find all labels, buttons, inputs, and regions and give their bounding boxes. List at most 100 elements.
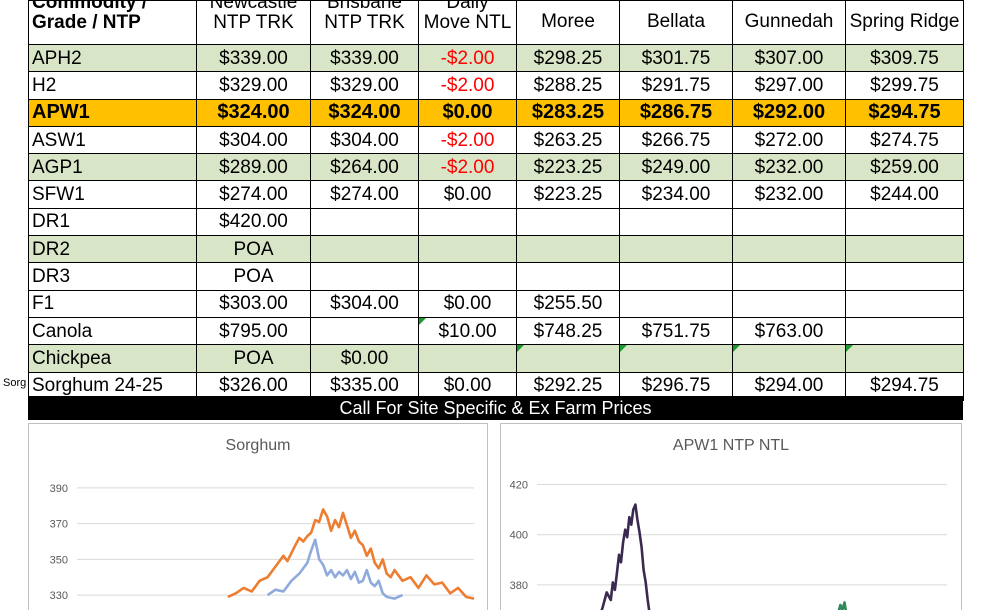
cell-grade[interactable]: F1: [28, 289, 197, 318]
cell-gunnedah[interactable]: [732, 289, 846, 318]
cell-moree[interactable]: [516, 235, 620, 264]
cell-gunnedah[interactable]: $763.00: [732, 316, 846, 346]
cell-newcastle[interactable]: POA: [196, 262, 311, 291]
cell-brisbane[interactable]: [310, 207, 419, 237]
cell-newcastle[interactable]: POA: [196, 235, 311, 264]
cell-newcastle[interactable]: $329.00: [196, 71, 311, 100]
cell-bellata[interactable]: [619, 207, 733, 237]
cell-spring[interactable]: $259.00: [845, 153, 964, 182]
header-spring-ridge[interactable]: Spring Ridge: [845, 0, 964, 45]
cell-newcastle[interactable]: $274.00: [196, 180, 311, 209]
apw1-chart[interactable]: APW1 NTP NTL 420 400 380: [500, 423, 962, 610]
cell-grade[interactable]: H2: [28, 71, 197, 100]
cell-brisbane[interactable]: $324.00: [310, 98, 419, 127]
cell-newcastle[interactable]: $324.00: [196, 98, 311, 127]
cell-brisbane[interactable]: $339.00: [310, 43, 419, 73]
cell-brisbane[interactable]: [310, 235, 419, 264]
cell-gunnedah[interactable]: $307.00: [732, 43, 846, 73]
cell-bellata[interactable]: $249.00: [619, 153, 733, 182]
cell-move[interactable]: [418, 262, 517, 291]
header-moree[interactable]: Moree: [516, 0, 620, 45]
cell-moree[interactable]: $223.25: [516, 153, 620, 182]
cell-newcastle[interactable]: $304.00: [196, 125, 311, 155]
cell-brisbane[interactable]: $274.00: [310, 180, 419, 209]
cell-moree[interactable]: [516, 207, 620, 237]
cell-newcastle[interactable]: $303.00: [196, 289, 311, 318]
cell-gunnedah[interactable]: $294.00: [732, 371, 846, 401]
cell-newcastle[interactable]: $795.00: [196, 316, 311, 346]
cell-moree[interactable]: [516, 262, 620, 291]
cell-grade[interactable]: ASW1: [28, 125, 197, 155]
cell-bellata[interactable]: [619, 235, 733, 264]
cell-newcastle[interactable]: $420.00: [196, 207, 311, 237]
cell-moree[interactable]: $298.25: [516, 43, 620, 73]
cell-move[interactable]: -$2.00: [418, 125, 517, 155]
cell-move[interactable]: [418, 207, 517, 237]
cell-move[interactable]: [418, 235, 517, 264]
cell-spring[interactable]: $244.00: [845, 180, 964, 209]
cell-spring[interactable]: $274.75: [845, 125, 964, 155]
cell-brisbane[interactable]: $0.00: [310, 344, 419, 373]
header-brisbane[interactable]: Brisbane NTP TRK: [310, 0, 419, 45]
cell-move[interactable]: -$2.00: [418, 43, 517, 73]
cell-gunnedah[interactable]: $272.00: [732, 125, 846, 155]
cell-moree[interactable]: $223.25: [516, 180, 620, 209]
cell-bellata[interactable]: $286.75: [619, 98, 733, 127]
cell-spring[interactable]: [845, 316, 964, 346]
cell-moree[interactable]: $283.25: [516, 98, 620, 127]
cell-gunnedah[interactable]: $232.00: [732, 180, 846, 209]
cell-move[interactable]: $0.00: [418, 180, 517, 209]
cell-brisbane[interactable]: [310, 262, 419, 291]
cell-moree[interactable]: [516, 344, 620, 373]
cell-moree[interactable]: $263.25: [516, 125, 620, 155]
cell-bellata[interactable]: [619, 262, 733, 291]
cell-gunnedah[interactable]: [732, 207, 846, 237]
cell-bellata[interactable]: [619, 344, 733, 373]
header-newcastle[interactable]: Newcastle NTP TRK: [196, 0, 311, 45]
cell-move[interactable]: -$2.00: [418, 153, 517, 182]
cell-grade[interactable]: DR1: [28, 207, 197, 237]
cell-grade[interactable]: APH2: [28, 43, 197, 73]
cell-moree[interactable]: $748.25: [516, 316, 620, 346]
cell-move[interactable]: [418, 344, 517, 373]
cell-move[interactable]: $0.00: [418, 289, 517, 318]
cell-spring[interactable]: $309.75: [845, 43, 964, 73]
cell-brisbane[interactable]: $264.00: [310, 153, 419, 182]
cell-gunnedah[interactable]: [732, 262, 846, 291]
cell-moree[interactable]: $255.50: [516, 289, 620, 318]
cell-bellata[interactable]: [619, 289, 733, 318]
cell-gunnedah[interactable]: $232.00: [732, 153, 846, 182]
cell-grade[interactable]: APW1: [28, 98, 197, 127]
cell-grade[interactable]: Canola: [28, 316, 197, 346]
cell-brisbane[interactable]: $304.00: [310, 289, 419, 318]
cell-spring[interactable]: [845, 235, 964, 264]
sorghum-chart[interactable]: Sorghum 390 370 350 330: [28, 423, 488, 610]
cell-bellata[interactable]: $234.00: [619, 180, 733, 209]
cell-spring[interactable]: $294.75: [845, 98, 964, 127]
cell-bellata[interactable]: $301.75: [619, 43, 733, 73]
cell-brisbane[interactable]: $329.00: [310, 71, 419, 100]
header-gunnedah[interactable]: Gunnedah: [732, 0, 846, 45]
cell-move[interactable]: $10.00: [418, 316, 517, 346]
cell-gunnedah[interactable]: [732, 344, 846, 373]
cell-grade[interactable]: Chickpea: [28, 344, 197, 373]
cell-move[interactable]: -$2.00: [418, 71, 517, 100]
header-commodity[interactable]: Commodity / Grade / NTP: [28, 0, 197, 45]
cell-grade[interactable]: SFW1: [28, 180, 197, 209]
cell-grade[interactable]: AGP1: [28, 153, 197, 182]
cell-spring[interactable]: [845, 207, 964, 237]
cell-spring[interactable]: [845, 289, 964, 318]
cell-spring[interactable]: $299.75: [845, 71, 964, 100]
cell-newcastle[interactable]: $339.00: [196, 43, 311, 73]
cell-brisbane[interactable]: [310, 316, 419, 346]
cell-moree[interactable]: $288.25: [516, 71, 620, 100]
cell-bellata[interactable]: $266.75: [619, 125, 733, 155]
header-daily-move[interactable]: Daily Move NTL: [418, 0, 517, 45]
cell-gunnedah[interactable]: [732, 235, 846, 264]
header-bellata[interactable]: Bellata: [619, 0, 733, 45]
cell-gunnedah[interactable]: $292.00: [732, 98, 846, 127]
cell-spring[interactable]: [845, 262, 964, 291]
cell-spring[interactable]: [845, 344, 964, 373]
cell-newcastle[interactable]: POA: [196, 344, 311, 373]
cell-bellata[interactable]: $751.75: [619, 316, 733, 346]
